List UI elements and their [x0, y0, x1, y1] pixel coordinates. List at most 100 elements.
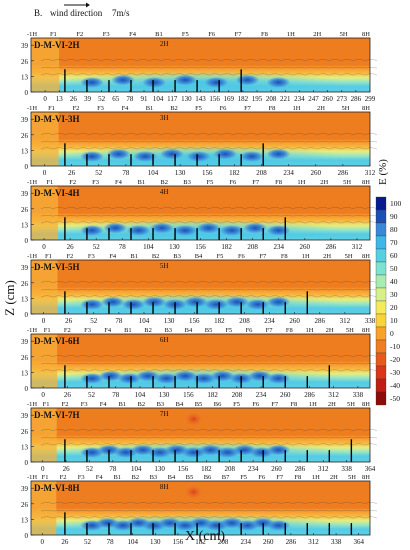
x-tick-label: 221 — [280, 95, 291, 103]
hot-spot — [183, 484, 204, 500]
x-tick-label: 52 — [86, 465, 94, 473]
blue-core — [173, 225, 198, 236]
x-tick-label: 208 — [256, 169, 267, 177]
x-tick-label: 182 — [214, 317, 225, 325]
panel-center-label: 3H — [160, 114, 169, 122]
x-tick-label: 130 — [175, 169, 186, 177]
marker-label: F3 — [78, 474, 85, 481]
x-tick-label: 286 — [304, 391, 315, 399]
x-tick-label: 104 — [143, 243, 154, 251]
y-tick-label: 0 — [25, 459, 29, 467]
x-tick-label: 26 — [68, 169, 76, 177]
upstream-zone — [31, 408, 57, 462]
x-tick-label: 312 — [365, 169, 376, 177]
colorbar-cell — [375, 248, 387, 263]
x-tick-label: 286 — [315, 317, 326, 325]
colorbar-cell — [375, 339, 387, 354]
blue-core — [266, 296, 291, 308]
marker-label: B2 — [160, 179, 168, 186]
marker-label: 2H — [330, 474, 338, 481]
x-tick-label: 156 — [202, 169, 213, 177]
x-tick-label: 156 — [173, 538, 184, 546]
panel-frame — [30, 111, 371, 167]
marker-label: B1 — [146, 105, 154, 112]
x-tick-label: 104 — [148, 169, 159, 177]
marker-label: -1H — [27, 401, 37, 408]
x-tick-label: 299 — [365, 95, 376, 103]
blue-core — [160, 148, 184, 160]
marker-label: F6 — [229, 179, 237, 186]
panel-D-M-VI-5H: D-M-VI-5H 5H -1H F1 F2 F3 F4 B1 B2 B3 B4 F5 F6 F7 F8 1H… — [21, 253, 378, 325]
blue-core — [266, 520, 291, 531]
panel-center-label: 7H — [160, 410, 169, 418]
x-tick-label: 91 — [141, 95, 149, 103]
colorbar-tick-label: 20 — [390, 303, 398, 312]
hot-spot — [183, 411, 204, 427]
x-tick-label: 156 — [195, 243, 206, 251]
x-tick-label: 182 — [207, 391, 218, 399]
marker-label: F5 — [217, 253, 224, 260]
x-tick-label: 182 — [195, 538, 206, 546]
marker-label: B4 — [176, 401, 184, 408]
x-tick-label: 78 — [109, 465, 117, 473]
colorbar-cell — [375, 274, 387, 289]
blue-core — [204, 299, 229, 310]
marker-label: F8 — [269, 105, 276, 112]
marker-label: B4 — [185, 327, 193, 334]
blue-core — [111, 74, 135, 86]
marker-label: -1H — [27, 474, 37, 481]
x-tick-label: 234 — [248, 465, 259, 473]
marker-label: 8H — [362, 253, 370, 260]
blue-core — [173, 74, 198, 86]
panel-D-M-VI-7H: D-M-VI-7H 7H -1H F1 F2 F3 F4 B1 B2 B3 B4 B5 B6 F5 F6 F7… — [21, 401, 378, 473]
marker-label: F3 — [81, 401, 88, 408]
x-tick-label: 234 — [273, 243, 284, 251]
x-tick-label: 26 — [67, 243, 75, 251]
contour-line — [40, 207, 378, 210]
blue-core — [100, 296, 125, 308]
colorbar-cell — [375, 196, 387, 211]
marker-label: F7 — [271, 401, 279, 408]
marker-label: F4 — [109, 253, 117, 260]
marker-label: 5H — [342, 105, 350, 112]
marker-label: B6 — [214, 401, 222, 408]
marker-label: F7 — [276, 474, 284, 481]
blue-core — [154, 373, 179, 384]
marker-label: 5H — [343, 179, 351, 186]
contour-line — [40, 295, 378, 298]
contour-line — [40, 437, 378, 439]
colorbar-tick-label: 10 — [390, 316, 398, 325]
marker-label: F2 — [60, 474, 67, 481]
y-tick-label: 13 — [21, 443, 29, 451]
x-tick-label: 195 — [252, 95, 263, 103]
upstream-zone — [31, 38, 60, 92]
marker-label: F4 — [122, 105, 130, 112]
marker-label: 2H — [320, 179, 328, 186]
x-tick-label: 182 — [229, 169, 240, 177]
colorbar-cell — [375, 209, 387, 224]
x-tick-label: 143 — [195, 95, 206, 103]
y-tick-label: 39 — [21, 338, 29, 346]
panel-title: D-M-VI-4H — [34, 188, 80, 198]
x-tick-label: 234 — [283, 169, 294, 177]
blue-core — [121, 299, 146, 310]
x-tick-label: 26 — [61, 538, 69, 546]
marker-label: B1 — [113, 474, 121, 481]
x-tick-label: 156 — [178, 465, 189, 473]
colorbar-tick-label: 90 — [390, 212, 398, 221]
x-tick-label: 0 — [43, 169, 47, 177]
x-tick-label: 104 — [135, 391, 146, 399]
y-tick-label: 13 — [21, 221, 29, 229]
marker-label: 8H — [362, 401, 370, 408]
colorbar-tick-label: -30 — [390, 368, 400, 377]
x-tick-label: 0 — [43, 95, 47, 103]
x-tick-label: 130 — [159, 391, 170, 399]
marker-label: F6 — [252, 401, 260, 408]
blue-core — [183, 296, 208, 308]
x-tick-label: 26 — [70, 95, 78, 103]
marker-label: F5 — [182, 31, 189, 38]
marker-label: B1 — [124, 327, 132, 334]
marker-label: 8H — [362, 474, 370, 481]
marker-label: F5 — [233, 401, 240, 408]
marker-label: 5H — [347, 401, 355, 408]
